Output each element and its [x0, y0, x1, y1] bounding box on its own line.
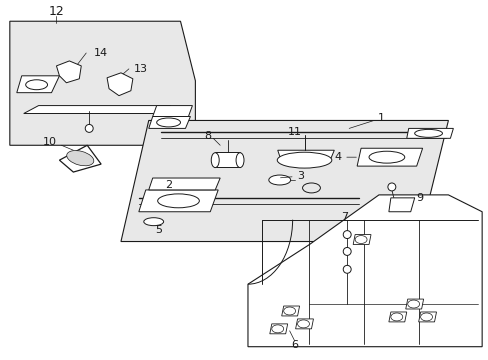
Ellipse shape: [390, 313, 402, 321]
Text: 3: 3: [280, 171, 304, 181]
Polygon shape: [24, 105, 170, 113]
Circle shape: [343, 231, 350, 239]
Circle shape: [85, 125, 93, 132]
Ellipse shape: [66, 150, 94, 166]
Polygon shape: [356, 148, 422, 166]
Ellipse shape: [211, 153, 219, 168]
Text: 12: 12: [48, 5, 64, 18]
Ellipse shape: [302, 183, 320, 193]
Polygon shape: [281, 306, 299, 316]
Polygon shape: [388, 198, 414, 212]
Ellipse shape: [268, 175, 290, 185]
Ellipse shape: [283, 307, 295, 315]
Ellipse shape: [354, 235, 366, 243]
Polygon shape: [247, 195, 481, 347]
Circle shape: [343, 265, 350, 273]
Ellipse shape: [143, 218, 163, 226]
Text: 7: 7: [340, 212, 347, 222]
Polygon shape: [148, 178, 220, 190]
Circle shape: [387, 183, 395, 191]
Polygon shape: [406, 129, 452, 138]
Polygon shape: [352, 235, 370, 244]
Text: 11: 11: [287, 127, 301, 138]
Text: 10: 10: [42, 137, 57, 147]
Polygon shape: [295, 319, 313, 329]
Polygon shape: [418, 312, 436, 322]
Polygon shape: [269, 324, 287, 334]
Polygon shape: [215, 152, 240, 167]
Polygon shape: [139, 190, 218, 212]
Ellipse shape: [414, 129, 442, 137]
Text: 5: 5: [155, 225, 162, 235]
Ellipse shape: [297, 320, 309, 328]
Polygon shape: [388, 312, 406, 322]
Polygon shape: [405, 299, 423, 309]
Text: 13: 13: [134, 64, 147, 74]
Ellipse shape: [277, 152, 331, 168]
Ellipse shape: [156, 118, 180, 127]
Text: 14: 14: [94, 48, 108, 58]
Polygon shape: [148, 117, 190, 129]
Polygon shape: [60, 145, 101, 172]
Text: 1: 1: [377, 113, 384, 123]
Ellipse shape: [157, 194, 199, 208]
Circle shape: [343, 247, 350, 255]
Polygon shape: [121, 121, 447, 242]
Ellipse shape: [407, 300, 419, 308]
Polygon shape: [277, 150, 334, 162]
Text: 6: 6: [290, 340, 298, 350]
Polygon shape: [107, 73, 133, 96]
Text: 8: 8: [204, 131, 211, 141]
Ellipse shape: [271, 325, 283, 333]
Polygon shape: [152, 105, 192, 117]
Text: 9: 9: [416, 193, 423, 203]
Ellipse shape: [26, 80, 47, 90]
Ellipse shape: [236, 153, 244, 168]
Ellipse shape: [420, 313, 432, 321]
Polygon shape: [56, 61, 81, 83]
Ellipse shape: [368, 151, 404, 163]
Text: 2: 2: [164, 180, 172, 190]
Text: 4: 4: [333, 152, 356, 162]
Polygon shape: [17, 76, 60, 93]
Polygon shape: [10, 21, 195, 145]
